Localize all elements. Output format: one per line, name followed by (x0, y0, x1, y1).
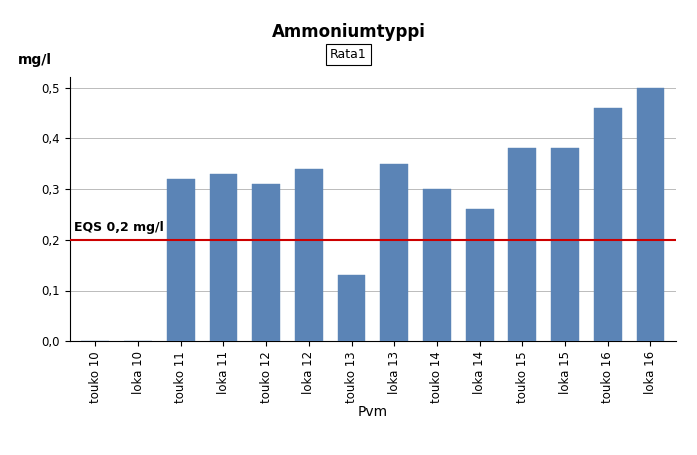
Bar (337, 275, 365, 341)
Text: EQS 0,2 mg/l: EQS 0,2 mg/l (74, 221, 164, 234)
X-axis label: Pvm: Pvm (358, 405, 388, 420)
Text: mg/l: mg/l (18, 53, 52, 67)
Bar (466, 209, 493, 341)
Bar (509, 148, 536, 341)
Bar (295, 169, 323, 341)
Text: Ammoniumtyppi: Ammoniumtyppi (272, 23, 425, 41)
Bar (167, 179, 194, 341)
Text: Rata1: Rata1 (330, 48, 367, 61)
Bar (381, 164, 408, 341)
Bar (636, 87, 664, 341)
Bar (551, 148, 579, 341)
Bar (210, 174, 237, 341)
Bar (252, 184, 280, 341)
Bar (594, 108, 622, 341)
Bar (423, 189, 451, 341)
